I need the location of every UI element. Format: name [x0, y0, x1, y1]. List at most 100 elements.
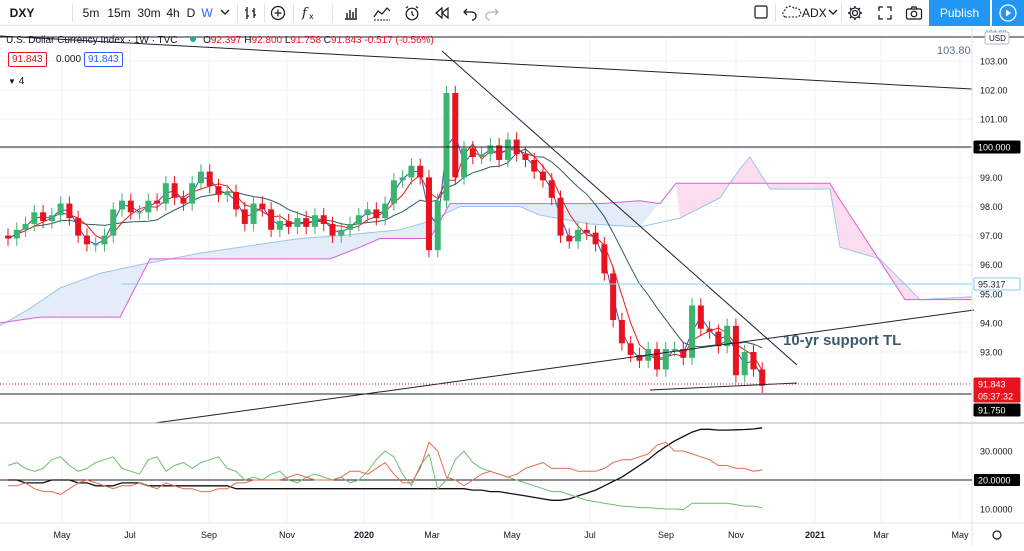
candle-up: [92, 244, 99, 246]
legend-price-box: 91.843: [8, 52, 47, 67]
legend-high: 92.800: [251, 35, 283, 46]
oscillator-scale: 30.0000 20.0000 10.0000: [974, 447, 1020, 540]
senkou-span-b: [0, 182, 972, 324]
legend-l-label: L: [284, 35, 291, 46]
candle-up: [119, 200, 126, 210]
support-annotation: 10-yr support TL: [783, 332, 901, 349]
candle-up: [13, 229, 20, 239]
interval-w[interactable]: W: [201, 6, 213, 20]
interval-d[interactable]: D: [186, 6, 196, 20]
play-icon[interactable]: [992, 0, 1024, 26]
candle-down: [180, 197, 187, 204]
price-tick: 97.00: [980, 231, 1003, 241]
candle-up: [382, 203, 389, 219]
layout-name[interactable]: ADX: [802, 6, 827, 20]
chart-templates-icon[interactable]: [369, 0, 395, 26]
settings-gear-icon[interactable]: [843, 0, 867, 26]
drawn-trendlines: [0, 35, 975, 424]
toolbar-divider: [237, 4, 238, 22]
candle-down: [583, 229, 590, 233]
candle-down: [750, 352, 757, 370]
price-tick: 103.00: [980, 57, 1008, 67]
candle-up: [662, 349, 669, 370]
chart-svg: 10-yr support TL 103.00 102.00 101.00 99.00…: [0, 27, 1024, 546]
redo-icon[interactable]: [481, 0, 503, 26]
legend-open: 92.397: [210, 35, 242, 46]
camera-icon[interactable]: [902, 0, 926, 26]
collapse-arrow-icon[interactable]: ▼: [8, 77, 16, 86]
replay-icon[interactable]: [430, 0, 454, 26]
candle-up: [197, 171, 204, 184]
candle-down: [680, 349, 687, 358]
legend-change: -0.517 (-0.56%): [364, 35, 434, 46]
candle-down: [303, 218, 310, 227]
candle-down: [5, 235, 11, 239]
candle-down: [373, 209, 380, 219]
legend-collapse[interactable]: ▼ 4: [8, 76, 24, 87]
alert-icon[interactable]: [400, 0, 424, 26]
svg-text:x: x: [309, 12, 314, 21]
candle-up: [575, 229, 582, 242]
fullscreen-icon[interactable]: [873, 0, 897, 26]
candle-up: [276, 221, 283, 230]
interval-5m[interactable]: 5m: [82, 6, 100, 20]
candle-up: [355, 215, 362, 224]
time-tick: Nov: [279, 530, 296, 540]
fullscreen-frame-icon[interactable]: [751, 0, 771, 26]
layout-dropdown-icon[interactable]: [826, 0, 840, 26]
candle-up: [338, 229, 345, 236]
di-plus-line: [7, 450, 763, 511]
candle-up: [101, 235, 108, 245]
interval-dropdown-icon[interactable]: [216, 0, 234, 26]
interval-15m[interactable]: 15m: [107, 6, 131, 20]
currency-badge: [984, 31, 1010, 45]
price-tick: 101.00: [980, 115, 1008, 125]
time-tick: Jul: [124, 530, 136, 540]
candle-down: [259, 203, 266, 210]
candle-down: [154, 200, 161, 204]
price-label-100: 100.000: [978, 143, 1011, 153]
candle-down: [636, 354, 643, 361]
candle-up: [724, 325, 731, 347]
legend-low: 91.758: [290, 35, 322, 46]
templates-icon[interactable]: [339, 0, 363, 26]
ichimoku-cloud: [0, 156, 973, 327]
bar-style-icon[interactable]: [241, 0, 261, 26]
candle-up: [57, 203, 64, 216]
legend-line: U.S. Dollar Currency Index · 1W · TVC O9…: [6, 35, 434, 46]
undo-icon[interactable]: [459, 0, 481, 26]
time-tick: 2020: [354, 530, 374, 540]
time-tick: 2021: [805, 530, 825, 540]
downtrend-line: [441, 50, 798, 366]
candle-down: [75, 218, 82, 236]
toolbar-divider: [775, 4, 776, 22]
price-tick: 95.00: [980, 289, 1003, 299]
osc-tick-20: 20.0000: [978, 476, 1011, 486]
candle-down: [522, 154, 529, 160]
candle-down: [215, 186, 222, 195]
time-tick: Sep: [201, 530, 217, 540]
time-tick: May: [503, 530, 521, 540]
osc-label-20-box: [974, 474, 1020, 486]
candle-down: [610, 273, 617, 320]
upper-trendline: [0, 35, 973, 90]
toolbar-divider: [72, 4, 73, 22]
candle-up: [364, 209, 371, 216]
candle-down: [715, 331, 722, 347]
toolbar-divider: [264, 4, 265, 22]
candle-up: [741, 352, 748, 376]
price-label-100-box: [973, 140, 1021, 154]
legend-title[interactable]: U.S. Dollar Currency Index · 1W · TVC: [6, 35, 178, 46]
publish-button[interactable]: Publish: [929, 0, 990, 26]
candle-down: [40, 212, 47, 222]
price-label-91750: 91.750: [978, 406, 1006, 416]
candle-down: [706, 328, 713, 332]
symbol-search-button[interactable]: DXY: [9, 6, 35, 20]
interval-4h[interactable]: 4h: [166, 6, 180, 20]
cloud-layout-icon[interactable]: [778, 0, 804, 26]
compare-icon[interactable]: [266, 0, 290, 26]
toolbar-divider: [293, 4, 294, 22]
adx-oscillator: [0, 427, 972, 511]
interval-30m[interactable]: 30m: [137, 6, 161, 20]
